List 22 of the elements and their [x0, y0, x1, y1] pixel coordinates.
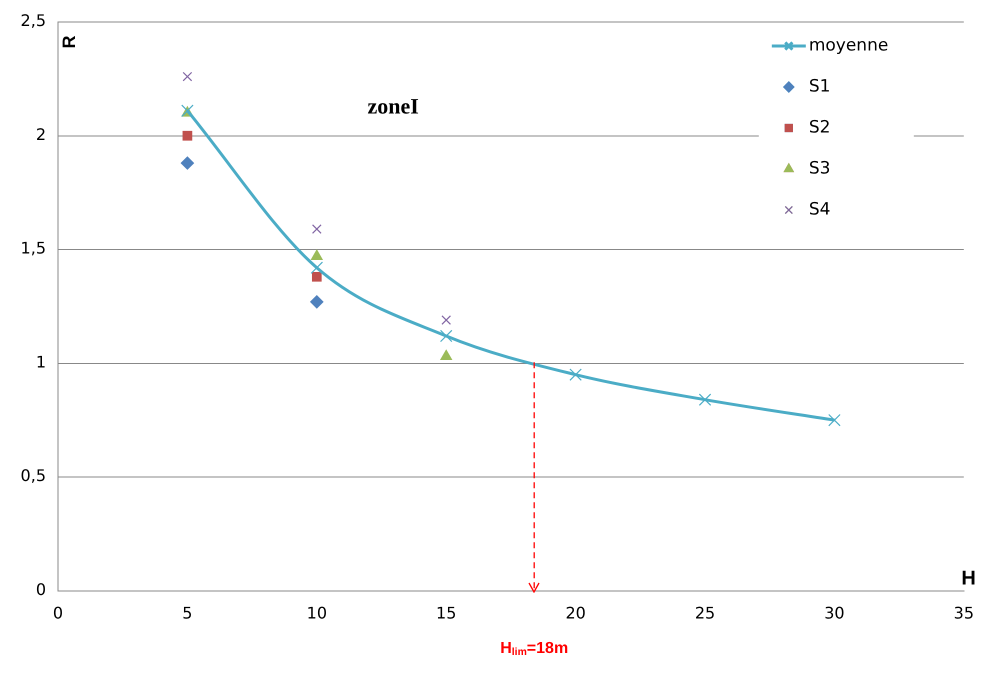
legend-label: S2 — [808, 117, 830, 138]
legend-label: S1 — [808, 76, 830, 96]
y-tick-label: 0 — [36, 580, 46, 599]
x-tick-label: 10 — [306, 604, 327, 623]
legend-label: S3 — [808, 158, 830, 178]
y-axis-title: R — [58, 36, 79, 48]
x-tick-label: 15 — [436, 604, 456, 623]
annotation: zoneI — [367, 94, 419, 119]
x-axis-title: H — [961, 567, 976, 590]
x-tick-label: 20 — [565, 604, 586, 623]
y-tick-label: 2,5 — [20, 11, 46, 30]
y-tick-label: 2 — [36, 124, 46, 144]
x-tick-label: 0 — [52, 604, 64, 623]
y-tick-label: 0,5 — [20, 466, 46, 486]
legend-label: S4 — [808, 199, 830, 220]
x-tick-label: 35 — [954, 604, 974, 623]
x-tick-label: 30 — [824, 604, 845, 623]
x-tick-label: 25 — [694, 604, 716, 623]
legend-label: moyenne — [808, 35, 888, 56]
y-tick-label: 1 — [36, 352, 46, 372]
y-tick-label: 1,5 — [20, 238, 46, 258]
x-tick-label: 5 — [182, 604, 192, 623]
